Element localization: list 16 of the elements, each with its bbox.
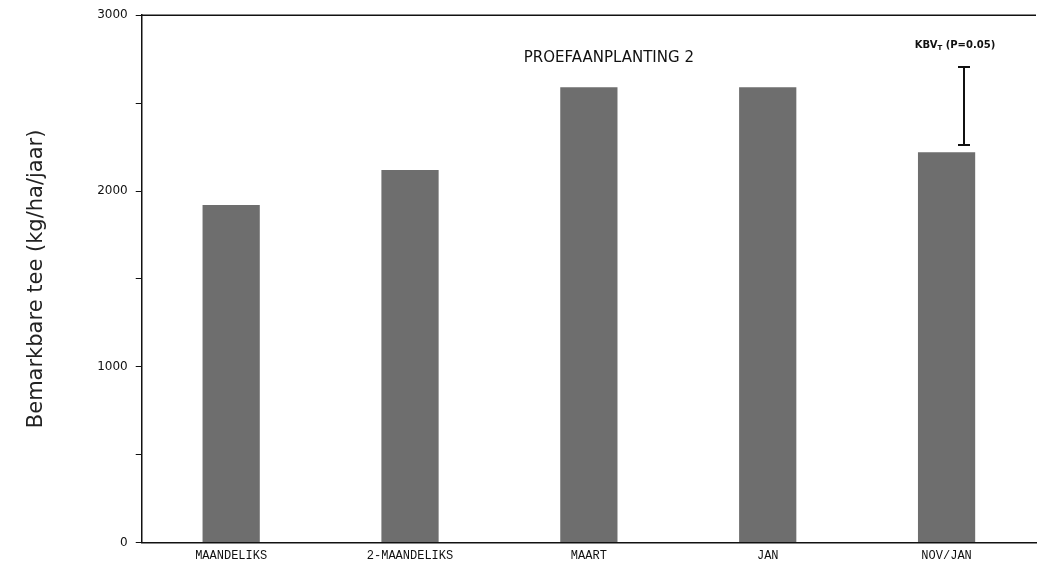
- y-tick-label: 1000: [97, 358, 128, 373]
- y-tick-label: 0: [120, 534, 128, 549]
- y-tick-label: 2000: [97, 183, 128, 198]
- y-tick-label: 3000: [97, 7, 128, 22]
- bar: [560, 87, 618, 543]
- x-tick-label: 2-MAANDELIKS: [366, 548, 454, 563]
- bar: [739, 87, 797, 543]
- bar: [381, 169, 439, 543]
- x-tick-label: MAART: [570, 548, 607, 563]
- text: PROEFAANPLANTING 2: [523, 47, 694, 66]
- bar: [202, 205, 260, 543]
- x-tick-label: NOV/JAN: [921, 548, 972, 563]
- x-tick-label: JAN: [756, 548, 779, 563]
- y-axis-title: Bemarkbare tee (kg/ha/jaar): [23, 129, 48, 429]
- x-tick-label: MAANDELIKS: [195, 548, 268, 563]
- bar: [917, 152, 976, 543]
